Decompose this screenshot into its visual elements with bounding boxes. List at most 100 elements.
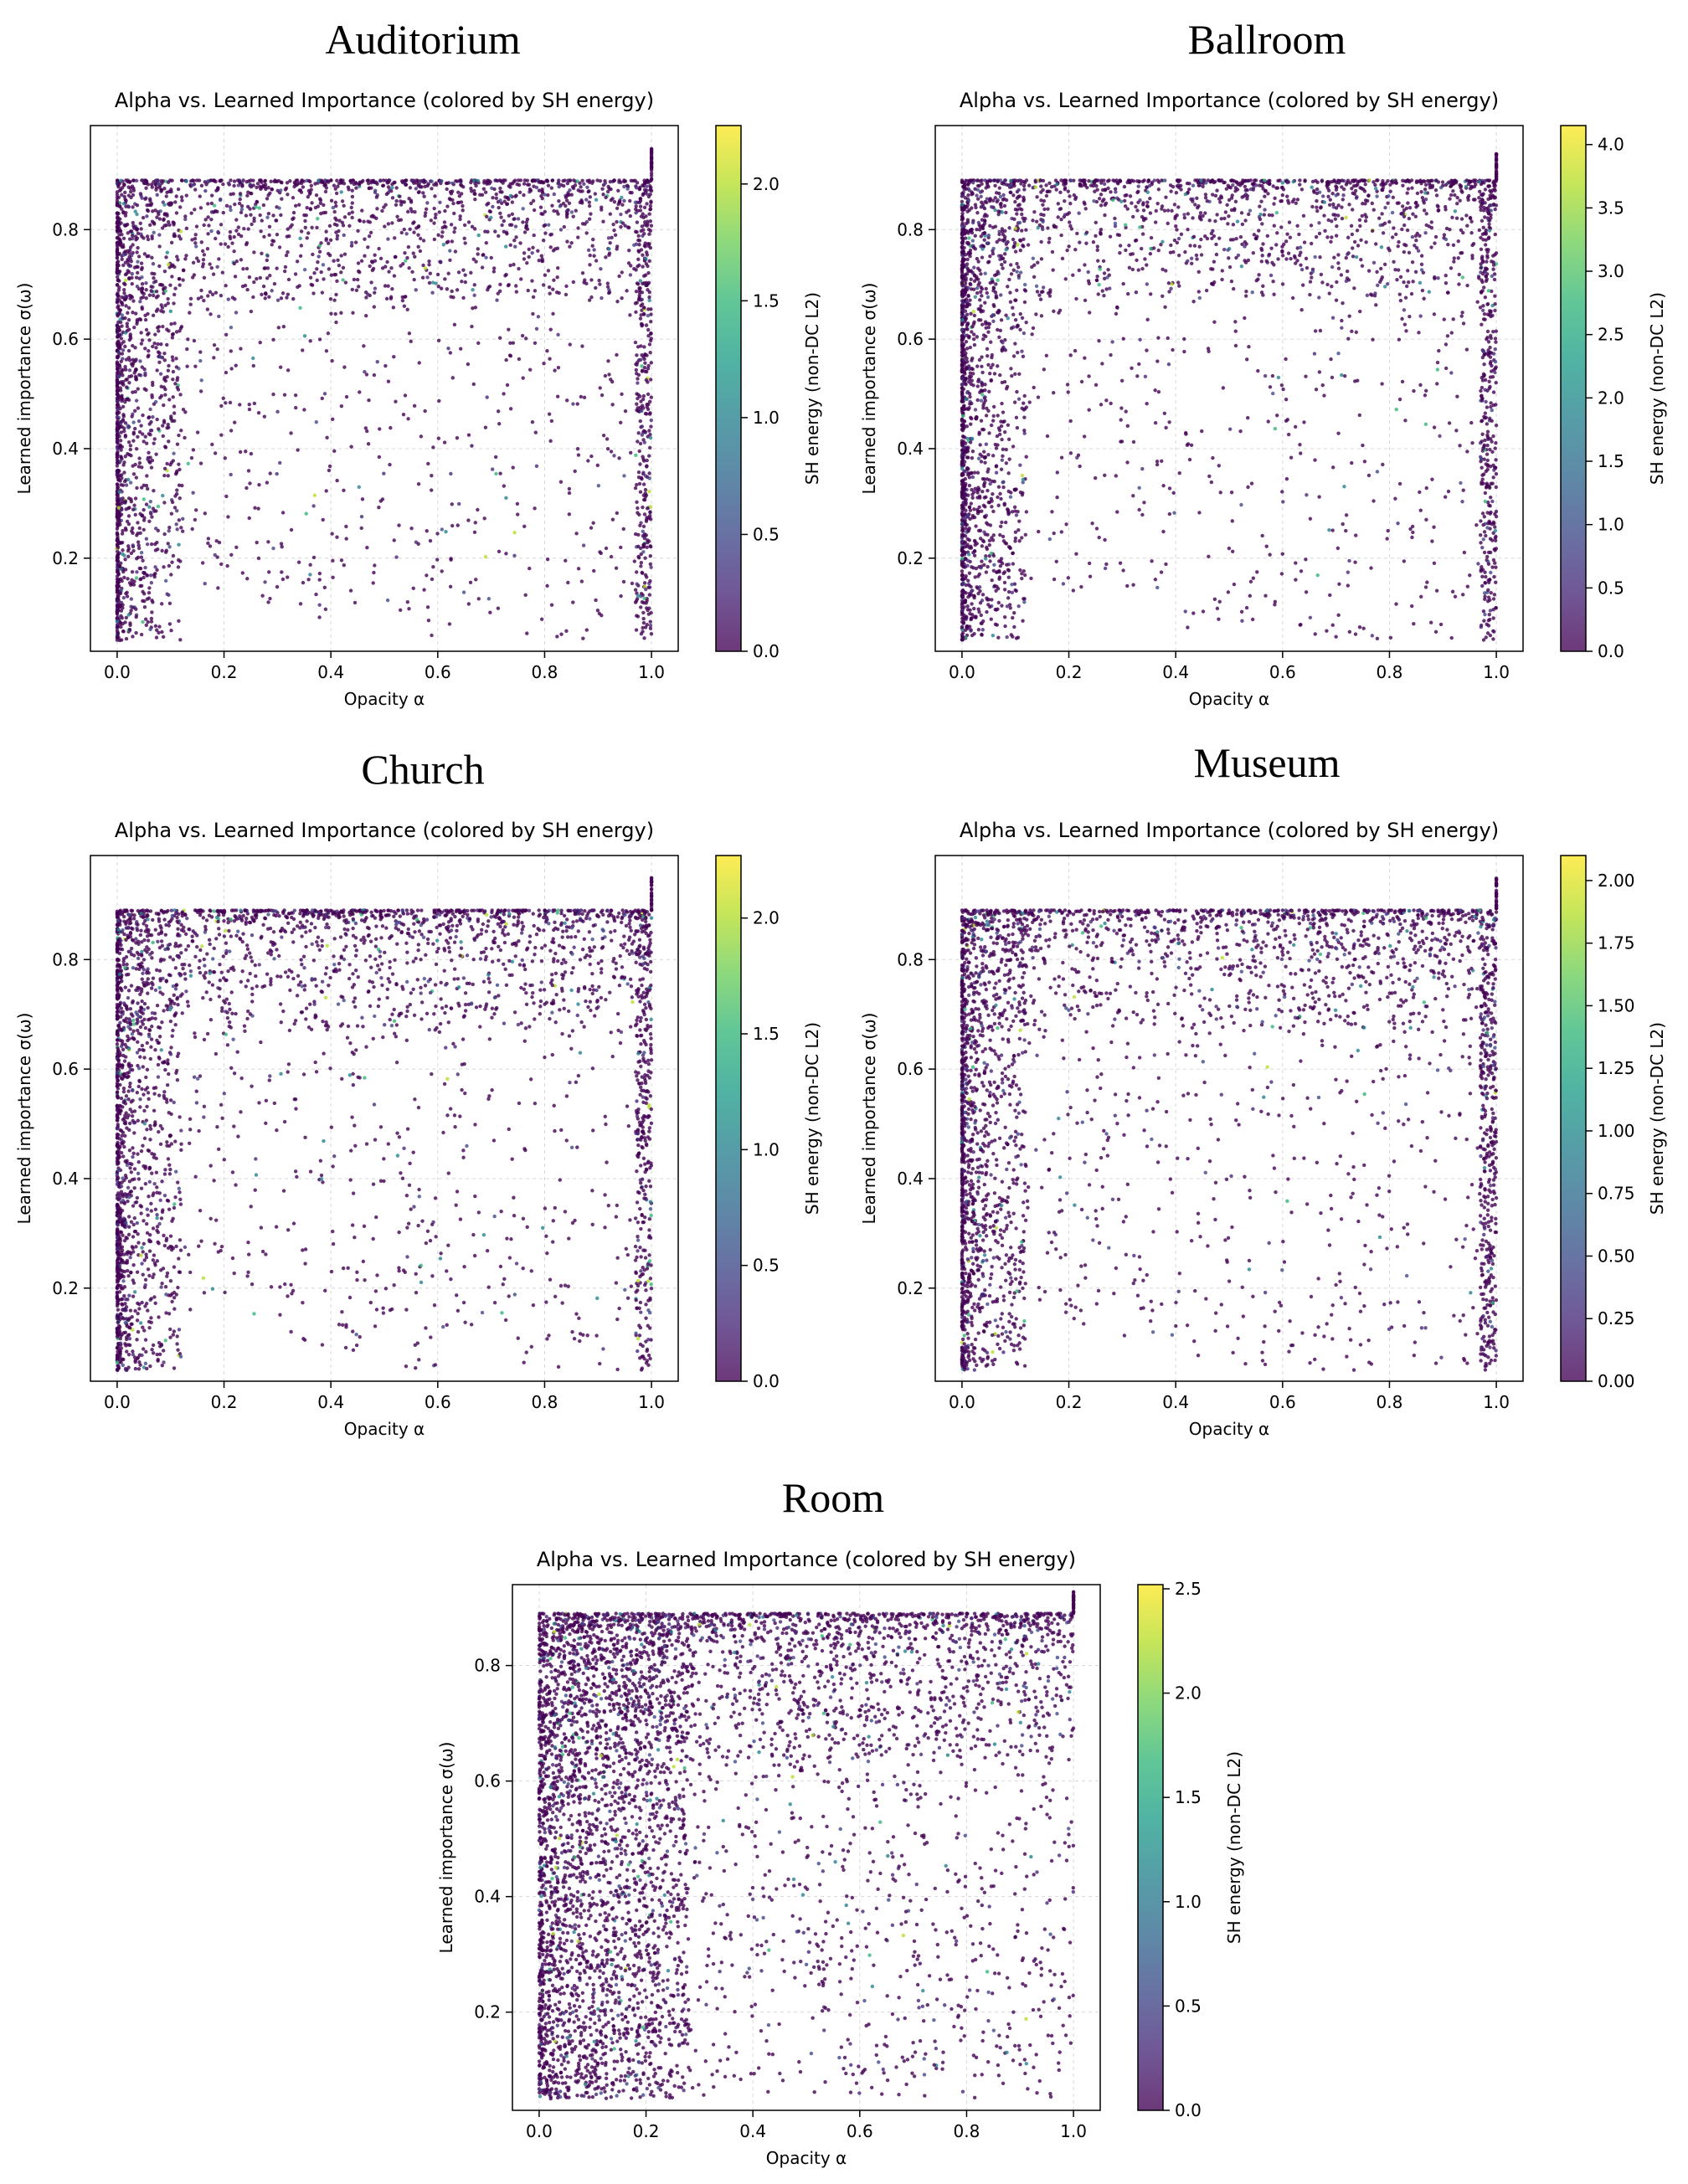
data-point	[556, 182, 560, 186]
data-point	[645, 458, 649, 463]
data-point	[557, 184, 561, 189]
data-point	[439, 179, 443, 183]
data-point	[641, 505, 645, 510]
data-point	[549, 603, 554, 607]
data-point	[416, 233, 420, 237]
data-point	[1386, 528, 1390, 533]
data-point	[133, 368, 137, 373]
data-point	[1486, 340, 1491, 344]
data-point	[404, 178, 408, 183]
data-point	[639, 399, 643, 403]
data-point	[638, 204, 643, 208]
data-point	[1000, 210, 1005, 214]
data-point	[157, 217, 162, 221]
data-point	[349, 240, 354, 245]
data-point	[377, 506, 381, 510]
data-point	[123, 295, 127, 299]
data-point	[162, 269, 167, 274]
data-point	[648, 203, 653, 208]
data-point	[646, 367, 651, 371]
data-point	[219, 562, 224, 567]
data-point	[445, 240, 449, 244]
data-point	[1231, 286, 1236, 291]
data-point	[122, 460, 126, 465]
data-point	[115, 558, 120, 562]
data-point	[414, 187, 419, 191]
data-point	[203, 581, 207, 586]
data-point	[178, 393, 183, 397]
data-point	[1151, 246, 1156, 250]
data-point	[497, 178, 502, 182]
data-point	[531, 178, 535, 182]
data-point	[647, 514, 652, 518]
data-point	[399, 230, 404, 235]
data-point	[967, 475, 972, 480]
data-point	[198, 461, 203, 465]
data-point	[1270, 373, 1275, 378]
data-point	[1130, 201, 1134, 205]
data-point	[141, 215, 146, 220]
data-point	[1073, 247, 1078, 252]
data-point	[248, 183, 252, 188]
data-point	[589, 526, 594, 530]
data-point	[638, 419, 642, 424]
data-point	[648, 432, 652, 437]
data-point	[545, 583, 549, 588]
data-point	[648, 623, 653, 628]
data-point	[1475, 300, 1480, 304]
data-point	[1344, 528, 1348, 533]
data-point	[133, 462, 137, 467]
data-point	[491, 266, 497, 270]
data-point	[476, 597, 481, 601]
data-point	[142, 439, 146, 444]
data-point	[166, 474, 170, 478]
data-point	[122, 470, 126, 475]
data-point	[148, 429, 153, 433]
data-point	[645, 192, 649, 197]
data-point	[1481, 238, 1485, 242]
data-point	[1148, 211, 1153, 215]
data-point	[291, 196, 296, 200]
data-point	[496, 606, 501, 610]
data-point	[1153, 388, 1157, 393]
data-point	[1259, 199, 1263, 203]
data-point	[123, 421, 128, 425]
data-point	[279, 296, 284, 301]
data-point	[1279, 572, 1284, 576]
data-point	[247, 275, 252, 280]
data-point	[121, 603, 125, 607]
data-point	[1434, 193, 1439, 198]
data-point	[1488, 416, 1492, 421]
data-point	[450, 376, 455, 380]
data-point	[135, 570, 139, 574]
data-point	[1455, 394, 1459, 398]
data-point	[143, 371, 147, 375]
data-point	[349, 445, 353, 449]
data-point	[518, 178, 523, 182]
data-point	[405, 307, 409, 311]
data-point	[221, 396, 225, 400]
data-point	[278, 365, 283, 369]
data-point	[363, 290, 368, 295]
data-point	[636, 556, 641, 560]
data-point	[638, 546, 643, 551]
data-point	[131, 357, 136, 362]
data-point	[522, 251, 527, 255]
data-point	[334, 320, 338, 325]
data-point	[215, 209, 219, 214]
data-point	[536, 249, 540, 253]
data-point	[392, 354, 396, 359]
data-point	[344, 537, 348, 541]
data-point	[566, 580, 570, 585]
data-point	[120, 424, 124, 429]
data-point	[295, 260, 300, 264]
y-tick-label: 0.6	[52, 329, 79, 349]
data-point	[489, 255, 493, 260]
data-point	[118, 564, 122, 568]
data-point	[463, 280, 468, 285]
data-point	[483, 554, 488, 559]
data-point	[987, 431, 991, 435]
data-point	[1153, 578, 1158, 582]
data-point	[1177, 470, 1181, 475]
data-point	[980, 489, 985, 494]
